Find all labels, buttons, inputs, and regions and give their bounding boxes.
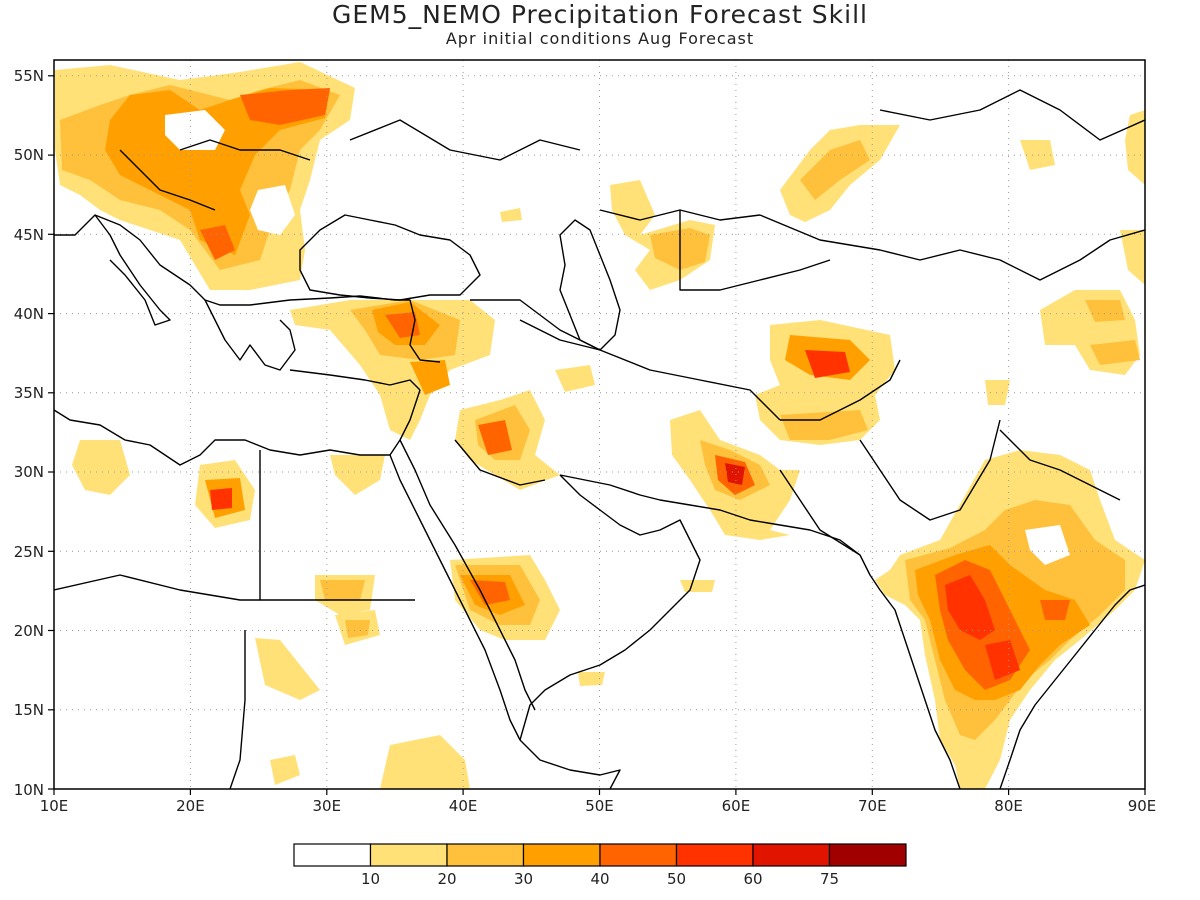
map-subtitle: Apr initial conditions Aug Forecast <box>445 29 755 48</box>
colorbar-label: 40 <box>590 870 609 888</box>
y-tick-label: 55N <box>14 67 44 85</box>
y-tick-label: 25N <box>14 543 44 561</box>
x-tick-label: 30E <box>313 797 342 815</box>
x-tick-label: 10E <box>40 797 69 815</box>
x-tick-label: 70E <box>858 797 887 815</box>
y-tick-label: 30N <box>14 463 44 481</box>
colorbar-label: 60 <box>743 870 762 888</box>
colorbar-label: 75 <box>820 870 839 888</box>
colorbar-bin <box>599 843 678 867</box>
colorbar-bin <box>293 843 372 867</box>
x-tick-label: 50E <box>585 797 614 815</box>
y-tick-label: 35N <box>14 384 44 402</box>
axis-ticks <box>48 75 1146 795</box>
colorbar: 10 20 30 40 50 60 75 <box>293 843 907 888</box>
x-tick-labels: 10E 20E 30E 40E 50E 60E 70E 80E 90E <box>40 797 1157 815</box>
x-tick-label: 20E <box>176 797 205 815</box>
y-tick-labels: 10N 15N 20N 25N 30N 35N 40N 45N 50N 55N <box>14 67 44 799</box>
colorbar-label: 10 <box>361 870 380 888</box>
skill-shading <box>55 62 1145 789</box>
y-tick-label: 40N <box>14 305 44 323</box>
colorbar-bin <box>828 843 907 867</box>
y-tick-label: 15N <box>14 701 44 719</box>
y-tick-label: 45N <box>14 226 44 244</box>
colorbar-bin <box>752 843 831 867</box>
colorbar-bin <box>446 843 525 867</box>
colorbar-bin <box>369 843 448 867</box>
colorbar-label: 50 <box>667 870 686 888</box>
y-tick-label: 50N <box>14 146 44 164</box>
coastlines <box>54 89 1145 789</box>
colorbar-bin <box>675 843 754 867</box>
x-tick-label: 90E <box>1128 797 1157 815</box>
y-tick-label: 20N <box>14 622 44 640</box>
colorbar-label: 30 <box>514 870 533 888</box>
colorbar-label: 20 <box>437 870 456 888</box>
x-tick-label: 80E <box>994 797 1023 815</box>
x-tick-label: 60E <box>722 797 751 815</box>
x-tick-label: 40E <box>449 797 478 815</box>
map-title: GEM5_NEMO Precipitation Forecast Skill <box>332 0 868 29</box>
colorbar-bin <box>522 843 601 867</box>
y-tick-label: 10N <box>14 781 44 799</box>
